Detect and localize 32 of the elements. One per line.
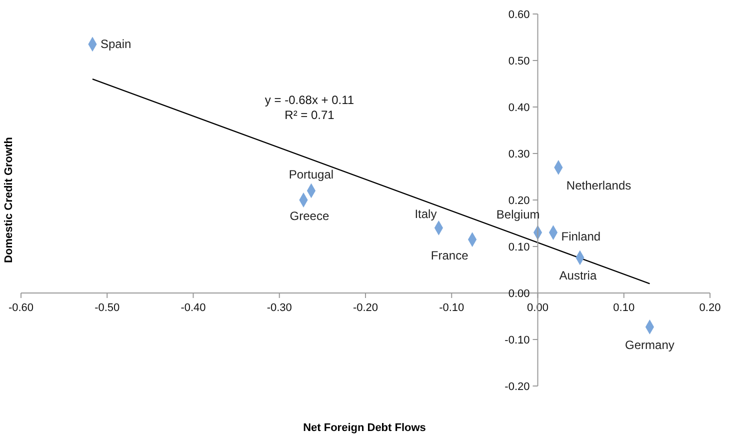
x-tick-label: -0.20 (352, 302, 378, 314)
x-tick-label: 0.10 (613, 302, 635, 314)
data-label: Greece (290, 209, 330, 223)
data-label: France (430, 248, 469, 263)
x-tick-label: -0.10 (439, 302, 464, 314)
y-tick-label: 0.00 (508, 288, 530, 300)
y-tick-label: 0.40 (508, 102, 530, 114)
y-tick-label: 0.50 (508, 56, 530, 68)
annotation: y = -0.68x + 0.11 (264, 93, 356, 108)
x-tick-label: 0.20 (699, 302, 721, 314)
x-tick-label: -0.40 (180, 302, 206, 314)
x-tick-label: 0.00 (527, 302, 548, 314)
x-tick-label: -0.60 (8, 302, 34, 314)
data-label: Portugal (288, 168, 334, 182)
x-tick-label: -0.50 (94, 302, 120, 314)
data-label: Finland (561, 230, 601, 244)
data-label: Netherlands (566, 178, 632, 192)
y-tick-label: 0.30 (508, 148, 530, 160)
x-axis-title: Net Foreign Debt Flows (302, 422, 427, 434)
data-label: Italy (414, 206, 437, 221)
y-axis-title: Domestic Credit Growth (3, 137, 15, 263)
x-tick-label: -0.30 (266, 302, 292, 314)
y-tick-label: 0.20 (508, 195, 530, 207)
data-label: Spain (100, 37, 132, 52)
y-tick-label: -0.10 (504, 334, 530, 346)
y-tick-label: -0.20 (504, 381, 530, 393)
y-tick-label: 0.60 (508, 9, 530, 21)
annotation: R² = 0.71 (284, 108, 336, 122)
data-label: Austria (559, 268, 597, 283)
data-label: Germany (625, 338, 674, 352)
data-label: Belgium (496, 208, 540, 222)
y-tick-label: 0.10 (508, 242, 530, 254)
